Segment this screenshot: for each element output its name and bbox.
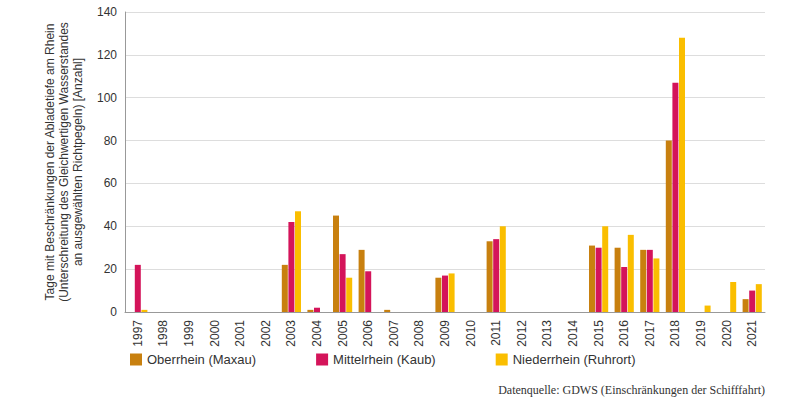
svg-text:2008: 2008 bbox=[412, 320, 426, 347]
svg-text:2021: 2021 bbox=[745, 320, 759, 347]
svg-text:Oberrhein (Maxau): Oberrhein (Maxau) bbox=[147, 352, 256, 367]
svg-text:2012: 2012 bbox=[515, 320, 529, 347]
svg-text:140: 140 bbox=[97, 5, 117, 19]
svg-text:2003: 2003 bbox=[284, 320, 298, 347]
svg-text:2004: 2004 bbox=[310, 320, 324, 347]
svg-text:Tage mit Beschränkungen der Ab: Tage mit Beschränkungen der Abladetiefe … bbox=[43, 24, 57, 301]
svg-text:2014: 2014 bbox=[566, 320, 580, 347]
svg-text:2006: 2006 bbox=[361, 320, 375, 347]
svg-text:80: 80 bbox=[104, 134, 118, 148]
svg-text:(Unterschreitung des Gleichwer: (Unterschreitung des Gleichwertigen Wass… bbox=[57, 22, 71, 302]
svg-text:2017: 2017 bbox=[643, 320, 657, 347]
svg-text:40: 40 bbox=[104, 219, 118, 233]
svg-text:2011: 2011 bbox=[489, 320, 503, 346]
svg-text:1998: 1998 bbox=[156, 320, 170, 347]
svg-text:2007: 2007 bbox=[387, 320, 401, 347]
svg-text:1999: 1999 bbox=[182, 320, 196, 347]
svg-text:60: 60 bbox=[104, 176, 118, 190]
svg-text:20: 20 bbox=[104, 262, 118, 276]
svg-text:1997: 1997 bbox=[131, 320, 145, 347]
svg-text:2018: 2018 bbox=[668, 320, 682, 347]
svg-text:2009: 2009 bbox=[438, 320, 452, 347]
svg-text:Mittelrhein (Kaub): Mittelrhein (Kaub) bbox=[333, 352, 436, 367]
svg-text:Niederrhein (Ruhrort): Niederrhein (Ruhrort) bbox=[513, 352, 636, 367]
svg-text:120: 120 bbox=[97, 48, 117, 62]
svg-text:2005: 2005 bbox=[336, 320, 350, 347]
svg-text:2001: 2001 bbox=[233, 320, 247, 347]
svg-text:2000: 2000 bbox=[208, 320, 222, 347]
svg-text:Datenquelle: GDWS (Einschränku: Datenquelle: GDWS (Einschränkungen der S… bbox=[498, 383, 765, 397]
svg-text:2020: 2020 bbox=[720, 320, 734, 347]
svg-text:2002: 2002 bbox=[259, 320, 273, 347]
svg-text:2010: 2010 bbox=[464, 320, 478, 347]
svg-text:2013: 2013 bbox=[540, 320, 554, 347]
svg-text:100: 100 bbox=[97, 91, 117, 105]
svg-text:2015: 2015 bbox=[592, 320, 606, 347]
svg-text:2016: 2016 bbox=[617, 320, 631, 347]
svg-text:an ausgewählten Richtpegeln) [: an ausgewählten Richtpegeln) [Anzahl] bbox=[71, 58, 85, 266]
svg-text:2019: 2019 bbox=[694, 320, 708, 347]
svg-text:0: 0 bbox=[110, 305, 117, 319]
